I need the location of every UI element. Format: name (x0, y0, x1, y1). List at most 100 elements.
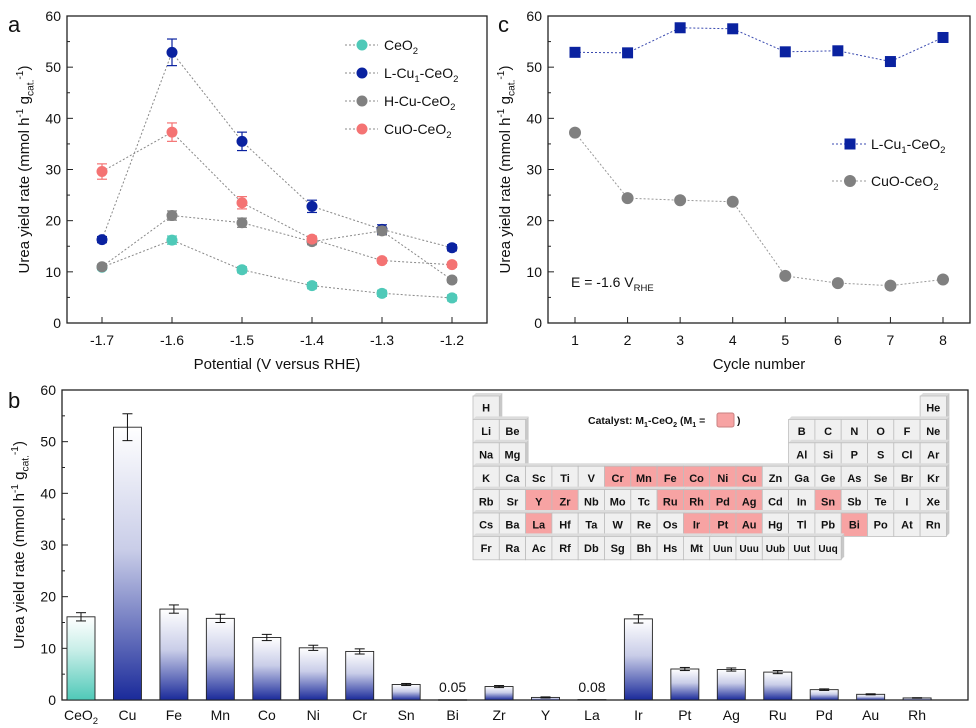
data-point (937, 273, 949, 286)
element-Uuq (814, 533, 845, 561)
series-line (101, 51, 453, 249)
bars (66, 413, 932, 701)
cell-side (499, 393, 503, 420)
cell-top (736, 510, 766, 513)
x-tick-label: Cr (352, 707, 367, 723)
element-He (919, 393, 950, 420)
cell-top (814, 463, 845, 467)
cell-top (867, 463, 897, 467)
plot-frame (66, 15, 488, 324)
x-tick-label: CeO2 (64, 707, 98, 727)
cell-top (551, 510, 582, 513)
cell-top (551, 463, 582, 467)
data-point (376, 287, 388, 299)
data-point (779, 269, 792, 282)
cell-top (551, 486, 582, 490)
cell-top (630, 463, 661, 467)
cell-top (499, 510, 529, 513)
cell-top (788, 533, 818, 537)
data-point (674, 194, 687, 207)
series-line (101, 215, 453, 281)
element-H (472, 393, 503, 420)
cell-top (709, 463, 739, 467)
bar-Sn (391, 684, 421, 701)
cell-top (920, 393, 950, 396)
element-symbol: Ni (717, 473, 728, 485)
data-point (166, 126, 178, 138)
cell-top (867, 486, 897, 490)
cell-top (525, 533, 555, 537)
cell-top (604, 533, 634, 537)
element-symbol: Si (823, 450, 833, 462)
legend-label: L-Cu1-CeO2 (871, 136, 945, 156)
element-symbol: Bh (637, 543, 652, 555)
element-symbol: La (532, 520, 546, 532)
cell-side (841, 533, 845, 560)
element-symbol: Li (481, 426, 491, 438)
x-tick-label: Ru (769, 707, 787, 723)
element-symbol: Ra (505, 543, 520, 555)
series-0 (569, 22, 949, 150)
cell-top (683, 510, 713, 513)
legend-label: CuO-CeO2 (384, 121, 452, 141)
legend-marker (356, 39, 368, 51)
cell-top (473, 510, 503, 513)
cell-top (841, 463, 871, 467)
y-tick-label: 30 (40, 537, 56, 553)
cell-top (473, 393, 503, 396)
y-tick-label: 30 (526, 162, 542, 178)
cell-top (762, 510, 792, 513)
x-tick-label: 6 (834, 332, 842, 348)
cell-side (525, 439, 529, 467)
data-point (236, 264, 248, 276)
element-symbol: Mn (636, 473, 652, 485)
cell-top (920, 463, 950, 467)
legend-marker (844, 138, 856, 150)
panel-c-axes (547, 15, 971, 324)
bar-Ni (298, 647, 328, 701)
cell-side (946, 416, 950, 443)
cell-top (788, 510, 818, 513)
data-point (166, 46, 178, 58)
bar-Zr (484, 686, 514, 701)
element-symbol: Pb (821, 520, 835, 532)
panel-label-b: b (8, 388, 20, 413)
y-axis-label: Urea yield rate (mmol h-1 gcat.-1) (10, 441, 32, 649)
condition-annotation: E = -1.6 VRHE (571, 274, 654, 294)
cell-top (841, 439, 871, 443)
data-point (622, 47, 634, 59)
x-tick-label: Rh (908, 707, 926, 723)
y-tick-label: 60 (40, 382, 56, 398)
data-point (236, 217, 248, 229)
cell-top (920, 439, 950, 443)
data-point (96, 234, 108, 246)
element-symbol: W (612, 520, 623, 532)
y-tick-label: 60 (45, 8, 61, 24)
cell-top (604, 510, 634, 513)
element-symbol: C (824, 426, 832, 438)
cell-top (788, 439, 818, 443)
cell-top (709, 510, 739, 513)
cell-top (920, 510, 950, 513)
element-symbol: V (588, 473, 596, 485)
x-tick-label: -1.3 (370, 332, 394, 348)
cell-top (814, 486, 845, 490)
cell-top (920, 416, 950, 420)
data-point (306, 200, 318, 212)
legend-marker (356, 123, 368, 135)
element-symbol: Uub (766, 544, 785, 555)
element-symbol: Se (874, 473, 887, 485)
cell-top (525, 463, 555, 467)
x-tick-label: Ag (723, 707, 740, 723)
element-symbol: Be (505, 426, 519, 438)
data-label: 0.05 (439, 679, 466, 695)
data-point (376, 225, 388, 237)
element-symbol: Hf (559, 520, 571, 532)
x-tick-label: Cu (118, 707, 136, 723)
element-symbol: He (926, 403, 940, 415)
element-symbol: K (482, 473, 490, 485)
legend-label: CeO2 (384, 37, 418, 57)
cell-top (604, 463, 634, 467)
data-point (236, 197, 248, 209)
